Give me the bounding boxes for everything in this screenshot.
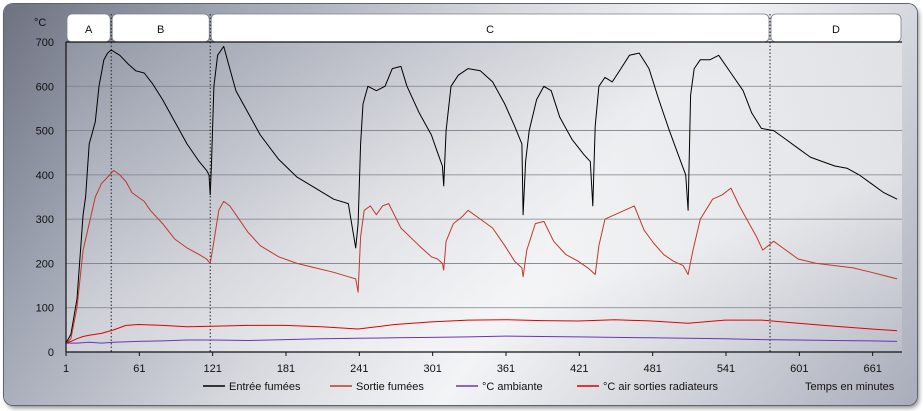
y-tick-label: 600 [36,81,54,93]
phase-label: C [486,24,494,36]
legend-entry: Entrée fumées [229,381,301,393]
x-tick-label: 601 [790,363,808,375]
x-tick-label: 421 [570,363,588,375]
phase-label: B [157,24,164,36]
x-tick-label: 61 [133,363,145,375]
y-tick-label: 400 [36,170,54,182]
y-tick-label: 100 [36,303,54,315]
y-tick-label: 300 [36,214,54,226]
x-tick-label: 361 [497,363,515,375]
axes: 1 61 121 181 241 301 361 421 481 541 601 661 [63,42,902,375]
phase-band: A B C D [66,13,902,352]
x-tick-label: 181 [277,363,295,375]
x-tick-label: 1 [63,363,69,375]
y-tick-label: 0 [48,347,54,359]
series-line [65,45,898,344]
y-tick-label: 500 [36,126,54,138]
plot-background [66,42,902,352]
series-lines [65,45,898,344]
x-tick-label: 481 [643,363,661,375]
y-tick-label: 200 [36,258,54,270]
x-axis-label: Temps en minutes [805,381,895,393]
y-tick-label: 700 [36,37,54,49]
legend-entry: °C ambiante [482,381,543,393]
x-tick-label: 301 [423,363,441,375]
x-tick-label: 241 [350,363,368,375]
series-line [66,335,898,344]
legend-entry: °C air sorties radiateurs [603,381,719,393]
phase-label: D [832,24,840,36]
plot-area [66,42,902,352]
series-line [65,169,898,344]
legend: Entrée fumées Sortie fumées °C ambiante °C … [203,381,719,393]
legend-entry: Sortie fumées [356,381,424,393]
y-axis-label: °C [34,17,46,29]
phase-label: A [85,24,93,36]
gridlines: 0 100 200 300 400 500 600 700 [36,37,902,359]
x-tick-label: 661 [863,363,881,375]
x-tick-label: 541 [717,363,735,375]
x-tick-label: 121 [203,363,221,375]
series-line [65,319,898,344]
